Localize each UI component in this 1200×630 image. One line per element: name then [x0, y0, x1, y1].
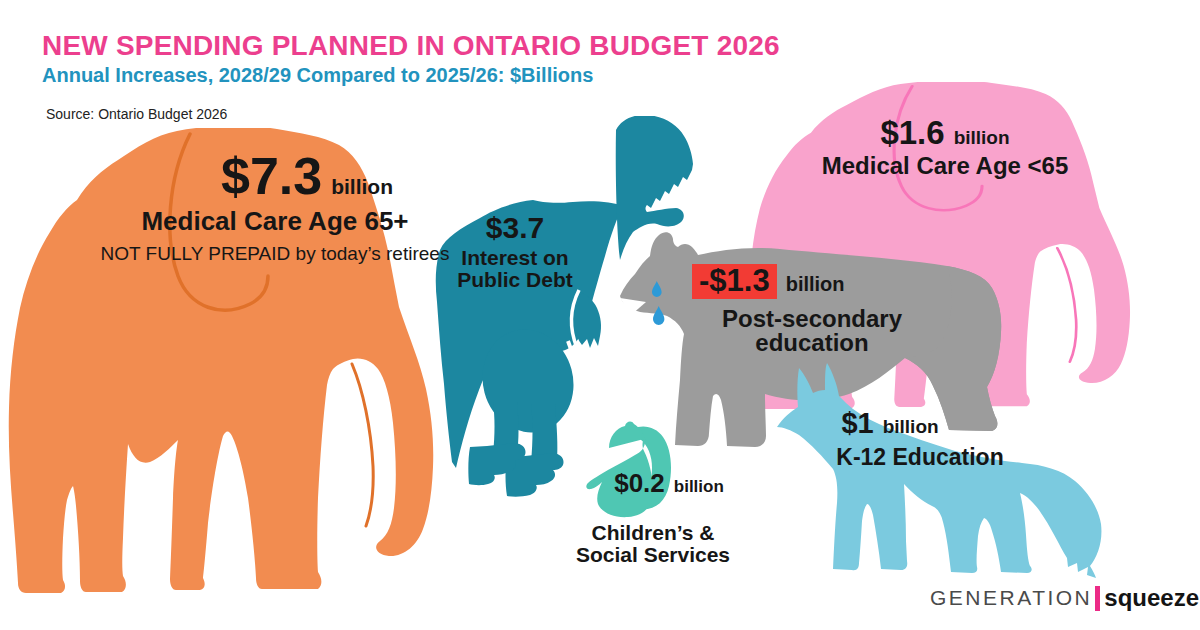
caption-children-services: $0.2 billion Children’s & Social Service…	[557, 470, 749, 566]
label-postsecondary-2: education	[702, 331, 922, 355]
page-title: NEW SPENDING PLANNED IN ONTARIO BUDGET 2…	[42, 30, 780, 62]
caption-postsecondary-value: -$1.3 billion	[692, 264, 845, 299]
label-interest-debt-1: Interest on	[440, 247, 590, 269]
caption-interest-debt: $3.7 Interest on Public Debt	[440, 213, 590, 291]
value-children: $0.2	[614, 470, 665, 496]
logo-divider-bar	[1095, 586, 1100, 611]
caption-medical-under65: $1.6 billion Medical Care Age <65	[800, 116, 1090, 180]
label-medical-under65: Medical Care Age <65	[800, 152, 1090, 180]
generation-squeeze-logo: GENERATION squeeze	[930, 584, 1199, 612]
label-k12: K-12 Education	[815, 444, 1025, 471]
unit-medical-65plus: billion	[331, 176, 393, 197]
elephant-pink-trunk-line	[1057, 248, 1076, 362]
infographic-canvas: NEW SPENDING PLANNED IN ONTARIO BUDGET 2…	[0, 0, 1200, 630]
label-children-1: Children’s &	[557, 522, 749, 544]
label-children-2: Social Services	[557, 544, 749, 566]
unit-k12: billion	[883, 417, 939, 436]
logo-squeeze: squeeze	[1104, 584, 1199, 612]
logo-generation: GENERATION	[930, 586, 1092, 610]
value-medical-under65: $1.6	[880, 116, 944, 149]
note-medical-65plus: NOT FULLY PREPAID by today’s retirees	[90, 243, 460, 265]
page-subtitle: Annual Increases, 2028/29 Compared to 20…	[42, 64, 593, 87]
value-medical-65plus: $7.3	[221, 150, 322, 202]
unit-medical-under65: billion	[954, 128, 1010, 147]
value-k12: $1	[841, 409, 873, 438]
label-postsecondary-1: Post-secondary	[702, 307, 922, 331]
caption-k12: $1 billion K-12 Education	[815, 409, 1025, 471]
label-medical-65plus: Medical Care Age 65+	[90, 206, 460, 237]
source-note: Source: Ontario Budget 2026	[46, 106, 227, 122]
value-postsecondary: -$1.3	[692, 264, 777, 299]
unit-postsecondary: billion	[786, 274, 845, 294]
caption-postsecondary-label: Post-secondary education	[702, 307, 922, 356]
unit-children: billion	[674, 478, 724, 495]
elephant-orange-trunk-line	[352, 364, 373, 526]
caption-medical-65plus: $7.3 billion Medical Care Age 65+ NOT FU…	[90, 150, 460, 265]
label-interest-debt-2: Public Debt	[440, 269, 590, 291]
value-interest-debt: $3.7	[486, 213, 544, 243]
